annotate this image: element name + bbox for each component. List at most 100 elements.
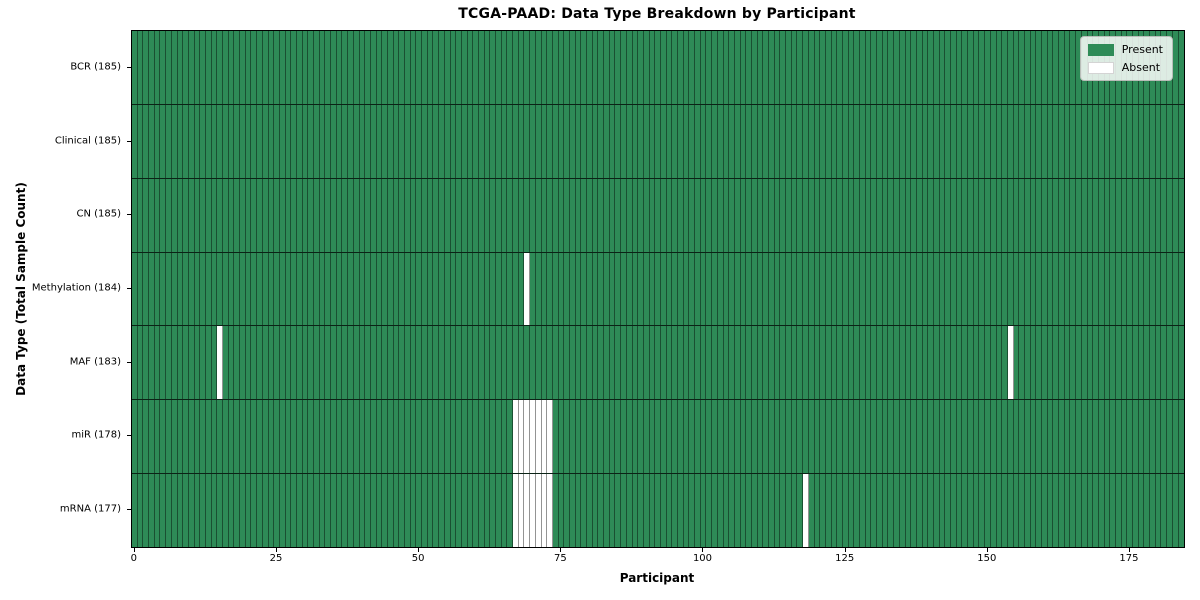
present-cell: [228, 474, 235, 548]
present-cell: [638, 104, 644, 178]
present-cell: [1115, 178, 1122, 252]
present-cell: [734, 326, 741, 400]
legend-label-absent: Absent: [1121, 61, 1161, 74]
present-cell: [274, 31, 280, 104]
present-cell: [587, 474, 593, 548]
present-cell: [223, 178, 229, 252]
present-cell: [814, 400, 821, 474]
x-axis-label: Participant: [619, 571, 695, 585]
present-cell: [353, 104, 360, 178]
present-cell: [848, 326, 855, 400]
present-cell: [660, 31, 667, 104]
present-cell: [1093, 252, 1099, 326]
present-cell: [456, 178, 462, 252]
present-cell: [683, 326, 690, 400]
present-cell: [359, 178, 366, 252]
present-cell: [769, 326, 775, 400]
present-cell: [1150, 178, 1156, 252]
present-cell: [405, 104, 411, 178]
present-cell: [814, 252, 821, 326]
present-cell: [308, 178, 314, 252]
present-cell: [359, 31, 366, 104]
present-cell: [1172, 252, 1179, 326]
present-cell: [962, 178, 969, 252]
present-cell: [513, 178, 519, 252]
present-cell: [1070, 326, 1077, 400]
present-cell: [302, 326, 309, 400]
present-cell: [598, 104, 605, 178]
present-cell: [251, 400, 258, 474]
present-cell: [1121, 400, 1128, 474]
present-cell: [626, 31, 633, 104]
present-cell: [985, 252, 991, 326]
present-cell: [1070, 474, 1077, 548]
present-cell: [234, 31, 241, 104]
present-cell: [467, 104, 474, 178]
present-cell: [501, 474, 508, 548]
present-cell: [382, 104, 388, 178]
present-cell: [1036, 474, 1042, 548]
present-cell: [860, 474, 866, 548]
present-cell: [467, 252, 474, 326]
y-tick-label: CN (185): [76, 208, 121, 220]
present-cell: [245, 31, 252, 104]
present-cell: [478, 104, 485, 178]
present-cell: [825, 400, 832, 474]
present-cell: [990, 326, 997, 400]
present-cell: [1064, 400, 1071, 474]
present-cell: [592, 474, 599, 548]
present-cell: [951, 326, 957, 400]
present-cell: [951, 252, 957, 326]
present-cell: [649, 326, 656, 400]
present-cell: [1098, 400, 1105, 474]
present-cell: [205, 178, 212, 252]
present-cell: [1150, 400, 1156, 474]
present-cell: [734, 252, 741, 326]
present-cell: [581, 400, 587, 474]
present-cell: [672, 474, 678, 548]
x-tick-mark: [1128, 547, 1130, 552]
present-cell: [615, 104, 622, 178]
present-cell: [581, 104, 587, 178]
present-cell: [1115, 400, 1122, 474]
present-cell: [956, 400, 963, 474]
present-cell: [939, 326, 946, 400]
present-cell: [143, 474, 150, 548]
present-cell: [797, 474, 804, 548]
present-cell: [672, 252, 678, 326]
present-cell: [1121, 252, 1128, 326]
present-cell: [513, 31, 519, 104]
present-cell: [393, 400, 400, 474]
present-cell: [569, 326, 576, 400]
present-cell: [922, 474, 929, 548]
present-cell: [621, 31, 627, 104]
present-cell: [729, 252, 735, 326]
present-cell: [427, 474, 434, 548]
present-cell: [609, 104, 616, 178]
present-cell: [132, 178, 138, 252]
present-cell: [484, 252, 491, 326]
present-cell: [774, 474, 781, 548]
present-cell: [882, 400, 889, 474]
present-cell: [194, 104, 201, 178]
present-cell: [968, 252, 974, 326]
present-cell: [769, 400, 775, 474]
present-cell: [274, 178, 280, 252]
present-cell: [439, 326, 445, 400]
present-cell: [1167, 178, 1173, 252]
present-cell: [518, 252, 525, 326]
present-cell: [331, 474, 337, 548]
present-cell: [461, 31, 468, 104]
present-cell: [643, 31, 650, 104]
present-cell: [473, 252, 479, 326]
present-cell: [234, 178, 241, 252]
present-cell: [1036, 31, 1042, 104]
present-cell: [990, 400, 997, 474]
present-cell: [780, 400, 787, 474]
present-cell: [194, 400, 201, 474]
present-cell: [842, 104, 849, 178]
present-cell: [740, 400, 747, 474]
present-cell: [996, 104, 1003, 178]
present-cell: [786, 31, 792, 104]
present-cell: [405, 474, 411, 548]
